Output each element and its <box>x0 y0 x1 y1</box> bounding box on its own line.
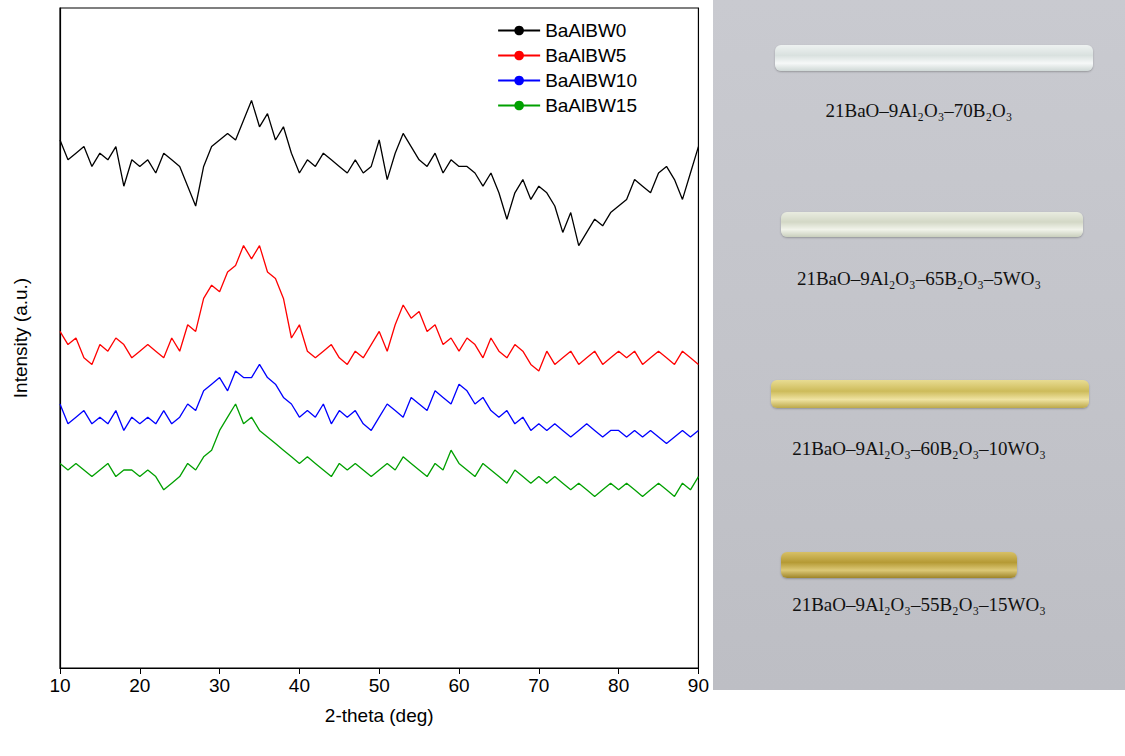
svg-text:2-theta (deg): 2-theta (deg) <box>325 705 434 726</box>
svg-text:60: 60 <box>448 675 469 696</box>
svg-text:20: 20 <box>129 675 150 696</box>
svg-text:70: 70 <box>528 675 549 696</box>
svg-text:10: 10 <box>49 675 70 696</box>
svg-text:80: 80 <box>608 675 629 696</box>
html-text:21BaO–9Al₂O₃–65B₂O₃–5WO₃: 21BaO–9Al₂O₃–65B₂O₃–5WO₃ <box>796 268 1042 289</box>
svg-text:BaAlBW15: BaAlBW15 <box>545 95 637 116</box>
svg-text:BaAlBW10: BaAlBW10 <box>545 70 637 91</box>
html-text:21BaO–9Al₂O₃–70B₂O₃: 21BaO–9Al₂O₃–70B₂O₃ <box>825 100 1013 121</box>
svg-text:Intensity (a.u.): Intensity (a.u.) <box>10 278 31 398</box>
html-text:21BaO–9Al₂O₃–60B₂O₃–10WO₃: 21BaO–9Al₂O₃–60B₂O₃–10WO₃ <box>792 438 1046 459</box>
svg-text:BaAlBW5: BaAlBW5 <box>545 45 626 66</box>
html-text:21BaO–9Al₂O₃–55B₂O₃–15WO₃: 21BaO–9Al₂O₃–55B₂O₃–15WO₃ <box>792 594 1046 615</box>
svg-text:BaAlBW0: BaAlBW0 <box>545 20 626 41</box>
svg-text:90: 90 <box>688 675 709 696</box>
svg-text:30: 30 <box>209 675 230 696</box>
svg-text:40: 40 <box>289 675 310 696</box>
svg-text:50: 50 <box>369 675 390 696</box>
